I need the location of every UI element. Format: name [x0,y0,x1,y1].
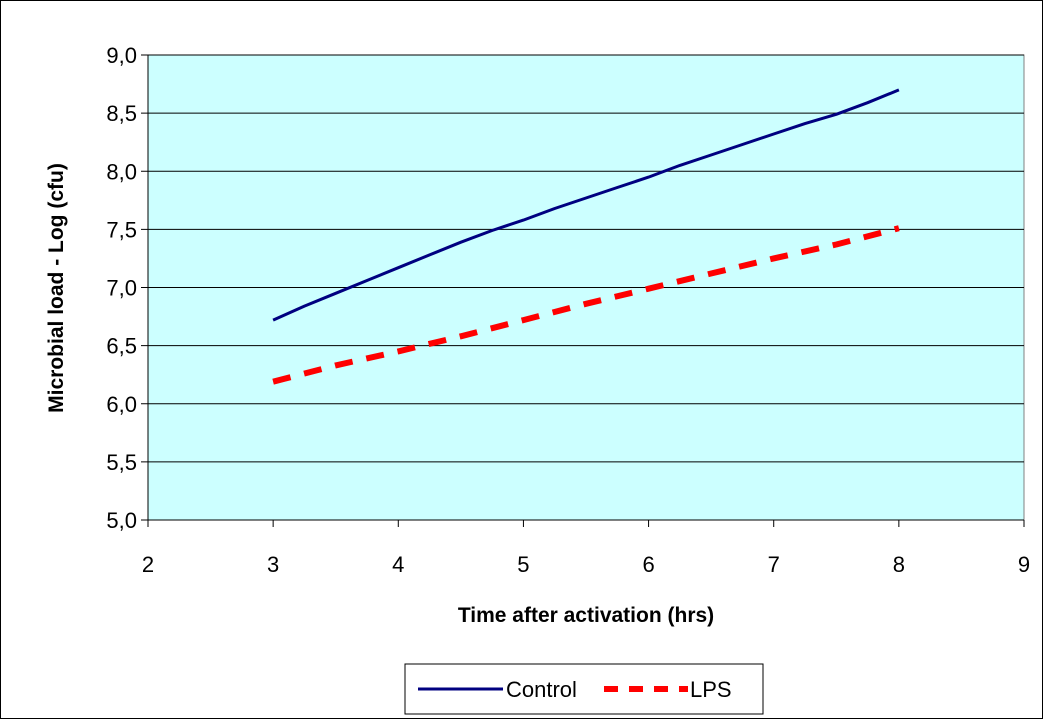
x-tick-label: 5 [517,552,529,577]
y-tick-label: 7,0 [106,276,137,301]
legend-label-lps: LPS [690,677,732,702]
y-tick-label: 5,0 [106,508,137,533]
y-tick-label: 6,0 [106,392,137,417]
y-tick-label: 5,5 [106,450,137,475]
x-axis-title: Time after activation (hrs) [458,604,714,627]
y-tick-label: 8,5 [106,101,137,126]
axes [141,54,1025,527]
x-tick-label: 4 [392,552,404,577]
series-line-lps [272,225,900,385]
x-tick-label: 2 [142,552,154,577]
x-tick-labels: 2 3 4 5 6 7 8 9 [142,552,1030,577]
y-tick-label: 7,5 [106,217,137,242]
legend-label-control: Control [506,677,577,702]
x-tick-label: 8 [893,552,905,577]
y-tick-label: 8,0 [106,159,137,184]
gridlines [148,54,1024,463]
y-tick-label: 9,0 [106,43,137,68]
y-tick-labels: 5,0 5,5 6,0 6,5 7,0 7,5 8,0 8,5 9,0 [106,43,137,533]
y-axis-title: Microbial load - Log (cfu) [45,163,68,413]
x-tick-label: 7 [768,552,780,577]
legend: Control LPS [404,663,764,715]
x-tick-label: 9 [1018,552,1030,577]
y-tick-label: 6,5 [106,334,137,359]
x-tick-label: 6 [642,552,654,577]
series-lines [272,88,900,385]
series-line-control [272,88,900,322]
x-tick-label: 3 [267,552,279,577]
